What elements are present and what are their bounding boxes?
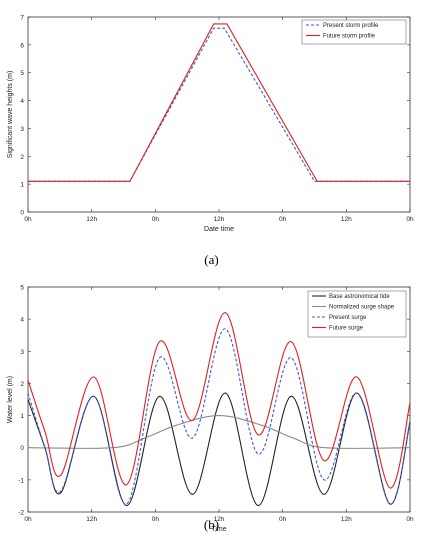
chart-b-ytick-label: 1 bbox=[20, 413, 24, 420]
chart-b-series-1-line bbox=[27, 415, 411, 449]
chart-b-ytick-label: -2 bbox=[18, 510, 24, 517]
chart-b-ytick-label: 0 bbox=[20, 445, 24, 452]
chart-a-ytick-label: 7 bbox=[20, 15, 24, 22]
caption-a: (a) bbox=[204, 252, 219, 267]
chart-a-ylabel: Significant wave heights (m) bbox=[7, 71, 14, 159]
chart-b-legend-label: Normalized surge shape bbox=[329, 305, 395, 311]
chart-b-ytick-label: 2 bbox=[20, 381, 24, 388]
chart-a-ytick-label: 0 bbox=[20, 210, 24, 217]
chart-a-ytick-label: 3 bbox=[20, 126, 24, 133]
chart-a-xtick-label: 12h bbox=[214, 216, 225, 223]
chart-a-ytick-label: 5 bbox=[20, 70, 24, 77]
chart-b-xtick-label: 12h bbox=[214, 516, 225, 523]
chart-a-ytick-label: 1 bbox=[20, 182, 24, 189]
chart-a-plot-frame bbox=[27, 16, 411, 213]
chart-b-ytick-label: -1 bbox=[18, 477, 24, 484]
chart-a-legend-label: Present storm profile bbox=[323, 23, 379, 29]
chart-b-ytick-label: 5 bbox=[20, 285, 24, 292]
chart-a-series-0-line bbox=[28, 27, 410, 182]
chart-a-ytick-label: 6 bbox=[20, 42, 24, 49]
chart-a-legend-box bbox=[301, 19, 407, 45]
chart-a-xtick-label: 0h bbox=[24, 216, 32, 223]
chart-b-series-3-line bbox=[27, 312, 411, 489]
chart-b-xtick-label: 12h bbox=[341, 516, 352, 523]
chart-a-series-1-line bbox=[28, 23, 410, 182]
chart-b-xtick-label: 0h bbox=[279, 516, 287, 523]
chart-b-xtick-label: 0h bbox=[152, 516, 160, 523]
chart-b-xtick-label: 12h bbox=[86, 516, 97, 523]
chart-b-legend-label: Present surge bbox=[329, 315, 367, 321]
chart-b-xlabel: Time bbox=[211, 526, 226, 533]
chart-b-ylabel: Water level (m) bbox=[7, 376, 14, 423]
chart-b-xtick-label: 0h bbox=[406, 516, 414, 523]
chart-b-legend-label: Future surge bbox=[329, 326, 364, 332]
chart-a-xtick-label: 0h bbox=[152, 216, 160, 223]
chart-b-xtick-label: 0h bbox=[24, 516, 32, 523]
chart-b-ytick-label: 3 bbox=[20, 349, 24, 356]
chart-b-legend-box bbox=[307, 290, 407, 338]
chart-a-xtick-label: 12h bbox=[341, 216, 352, 223]
chart-a-xtick-label: 0h bbox=[279, 216, 287, 223]
chart-b-series-2-line bbox=[27, 328, 411, 505]
chart-a-ytick-label: 4 bbox=[20, 98, 24, 105]
chart-a-legend-label: Future storm profile bbox=[323, 34, 376, 40]
chart-a-xtick-label: 0h bbox=[406, 216, 414, 223]
caption-b: (b) bbox=[203, 517, 220, 532]
chart-a-ytick-label: 2 bbox=[20, 154, 24, 161]
chart-b-ytick-label: 4 bbox=[20, 317, 24, 324]
chart-a-xtick-label: 12h bbox=[86, 216, 97, 223]
chart-a-xlabel: Date time bbox=[204, 226, 234, 233]
chart-b-legend-label: Base astronomical tide bbox=[329, 294, 390, 300]
